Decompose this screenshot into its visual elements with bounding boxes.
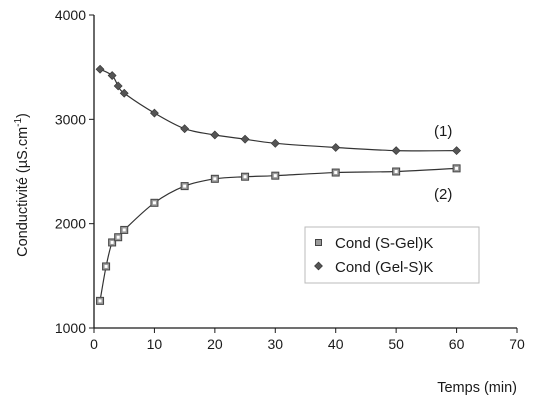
data-point-s-gel-center [116, 235, 120, 239]
legend-box [304, 226, 480, 284]
markers [95, 64, 461, 305]
y-axis-label-main: Conductivité (µS.cm [15, 127, 31, 257]
data-point-s-gel-center [394, 170, 398, 173]
curve-label-2: (2) [434, 186, 452, 203]
y-axis-label: Conductivité (µS.cm-1) [13, 113, 31, 257]
data-point-s-gel-center [110, 240, 114, 244]
data-point-s-gel-center [98, 299, 102, 303]
data-point-s-gel-center [243, 175, 247, 179]
data-point-gel-s [150, 108, 159, 118]
y-tick-label: 1000 [55, 320, 86, 336]
data-point-s-gel-center [455, 166, 459, 170]
data-point-gel-s [240, 134, 250, 144]
x-tick-label: 30 [267, 336, 283, 352]
x-tick-label: 50 [388, 336, 404, 352]
data-point-s-gel-center [152, 201, 156, 205]
data-point-gel-s [107, 71, 117, 80]
legend-marker-s-gel [315, 239, 322, 246]
data-point-gel-s [270, 138, 280, 148]
legend: Cond (S-Gel)K Cond (Gel-S)K [304, 226, 480, 284]
data-point-s-gel-center [104, 264, 108, 268]
legend-marker-gel-s [314, 261, 323, 271]
legend-label-s-gel: Cond (S-Gel)K [335, 235, 433, 252]
x-tick-label: 0 [90, 336, 98, 352]
data-point-gel-s [391, 146, 401, 156]
y-axis-label-close: ) [15, 113, 31, 118]
y-tick-label: 4000 [55, 7, 86, 23]
data-point-gel-s [95, 64, 105, 74]
curve-label-1: (1) [434, 123, 452, 140]
x-tick-label: 20 [207, 336, 223, 352]
data-point-gel-s [180, 124, 190, 134]
y-tick-label: 2000 [55, 216, 86, 232]
x-axis-label: Temps (min) [437, 380, 517, 396]
ticks: 0 10 20 30 40 50 60 70 1000 2000 3000 4000 [55, 7, 525, 352]
x-tick-label: 40 [328, 336, 344, 352]
data-point-gel-s [210, 130, 220, 140]
data-point-s-gel-center [122, 228, 126, 232]
data-point-s-gel-center [334, 171, 338, 175]
data-point-s-gel-center [273, 174, 277, 178]
data-point-gel-s [452, 146, 461, 156]
x-tick-label: 60 [449, 336, 465, 352]
y-tick-label: 3000 [55, 111, 86, 127]
x-tick-label: 10 [147, 336, 163, 352]
legend-label-gel-s: Cond (Gel-S)K [335, 259, 433, 276]
data-point-gel-s [113, 81, 123, 91]
y-axis-label-superscript: -1 [13, 118, 24, 127]
axes [93, 15, 517, 329]
x-tick-label: 70 [509, 336, 525, 352]
data-point-s-gel-center [213, 177, 217, 181]
data-point-s-gel-center [183, 184, 187, 188]
data-point-gel-s [331, 143, 341, 152]
data-point-gel-s [119, 88, 129, 98]
